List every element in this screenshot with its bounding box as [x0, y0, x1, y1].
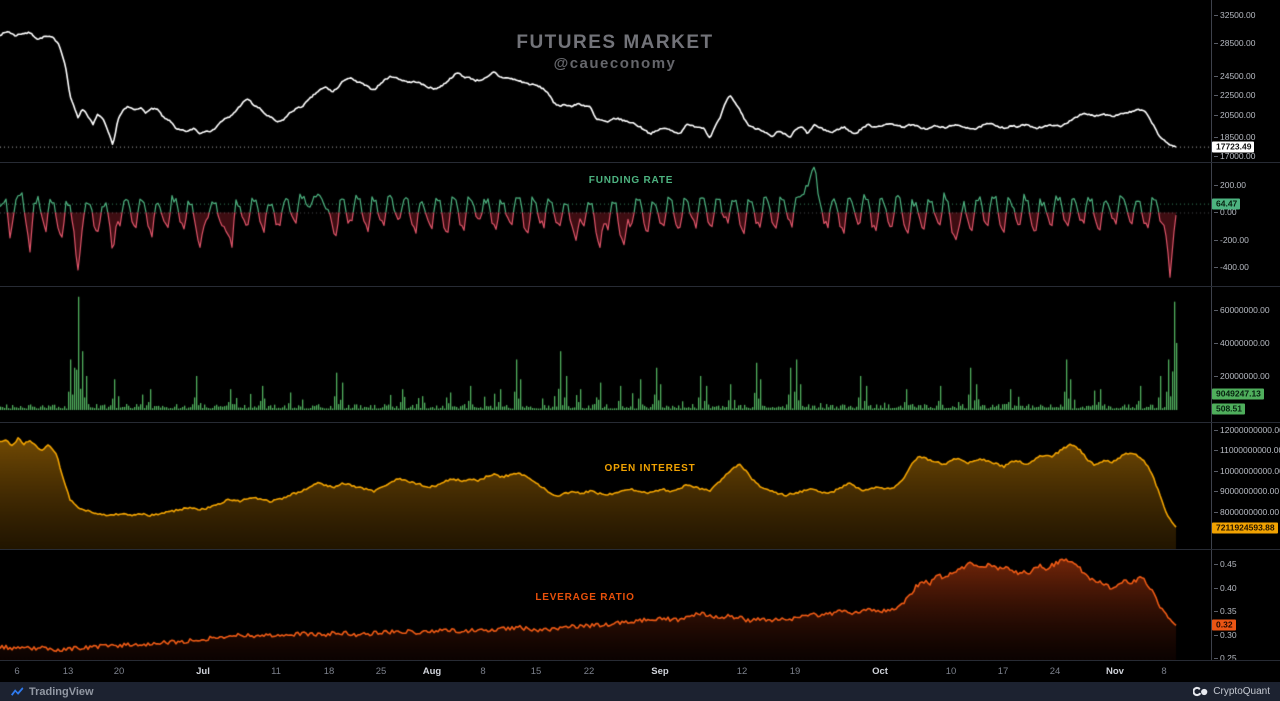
- price-last-value: 17723.49: [1212, 141, 1255, 153]
- time-label-day: 8: [480, 666, 486, 677]
- volume-chart-canvas[interactable]: [0, 287, 1211, 423]
- time-label-day: 24: [1049, 666, 1061, 677]
- price-tick: 17000.00: [1213, 150, 1256, 161]
- time-label-day: 15: [530, 666, 542, 677]
- time-label-day: 22: [583, 666, 595, 677]
- funding-pane[interactable]: FUNDING RATE: [0, 163, 1211, 287]
- leverage-last-value: 0.32: [1212, 619, 1236, 631]
- tradingview-label: TradingView: [29, 685, 94, 698]
- volume-tick: 60000000.00: [1214, 304, 1270, 315]
- leverage-axis[interactable]: 0.45 0.40 0.35 0.30 0.25 0.32: [1212, 550, 1280, 664]
- time-label-day: 8: [1161, 666, 1167, 677]
- time-label-day: 6: [14, 666, 20, 677]
- footer-bar: TradingView CryptoQuant: [0, 682, 1280, 701]
- panel-separator: [0, 422, 1280, 423]
- panel-separator: [0, 162, 1280, 163]
- leverage-tick: 0.25: [1214, 653, 1237, 664]
- leverage-tick: 0.45: [1214, 559, 1237, 569]
- cryptoquant-label: CryptoQuant: [1213, 686, 1270, 697]
- price-axis[interactable]: 32500.00 28500.00 24500.00 22500.00 20500.00…: [1212, 0, 1280, 163]
- volume-tick: 40000000.00: [1214, 337, 1270, 348]
- cryptoquant-brand[interactable]: CryptoQuant: [1193, 686, 1270, 698]
- volume-last-value: 508.51: [1212, 403, 1245, 415]
- funding-tick: -400.00: [1214, 262, 1249, 273]
- leverage-tick: 0.30: [1214, 629, 1237, 640]
- volume-axis[interactable]: 60000000.00 40000000.00 20000000.00 9049247…: [1212, 287, 1280, 423]
- time-label-month: Aug: [422, 666, 442, 677]
- time-label-day: 19: [789, 666, 801, 677]
- volume-tick: 20000000.00: [1214, 370, 1270, 381]
- price-tick: 20500.00: [1213, 109, 1256, 120]
- volume-last-value: 9049247.13: [1212, 388, 1264, 400]
- volume-pane[interactable]: [0, 287, 1211, 423]
- leverage-pane[interactable]: LEVERAGE RATIO: [0, 550, 1211, 660]
- funding-chart-canvas[interactable]: [0, 163, 1211, 287]
- time-label-month: Jul: [196, 666, 210, 677]
- price-tick: 22500.00: [1213, 89, 1256, 100]
- open_interest-tick: 8000000000.00: [1213, 506, 1280, 517]
- panel-separator: [0, 549, 1280, 550]
- open_interest-label: OPEN INTEREST: [604, 463, 696, 474]
- leverage-tick: 0.40: [1214, 582, 1237, 593]
- panel-separator: [0, 286, 1280, 287]
- time-label-month: Nov: [1106, 666, 1124, 677]
- leverage-tick: 0.35: [1214, 606, 1237, 617]
- time-label-day: 18: [323, 666, 335, 677]
- watermark-title: FUTURES MARKET @caueconomy: [516, 32, 713, 72]
- axis-border: [1211, 0, 1212, 682]
- price-tick: 28500.00: [1213, 38, 1256, 49]
- time-label-month: Oct: [872, 666, 888, 677]
- time-label-day: 10: [945, 666, 957, 677]
- tradingview-icon: [11, 687, 24, 696]
- funding-tick: 200.00: [1214, 179, 1246, 190]
- funding-last-value: 64.47: [1212, 198, 1241, 210]
- page-subtitle: @caueconomy: [553, 55, 677, 72]
- price-chart-canvas[interactable]: [0, 0, 1211, 163]
- open_interest-tick: 9000000000.00: [1213, 486, 1280, 497]
- funding-tick: 0.00: [1214, 207, 1237, 218]
- funding-label: FUNDING RATE: [588, 175, 674, 186]
- time-label-day: 12: [736, 666, 748, 677]
- open_interest-tick: 10000000000.00: [1214, 466, 1280, 476]
- price-pane[interactable]: [0, 0, 1211, 163]
- open_interest-last-value: 7211924593.88: [1212, 522, 1278, 534]
- open_interest-tick: 12000000000.00: [1214, 425, 1280, 435]
- time-label-month: Sep: [651, 666, 669, 677]
- leverage-chart-canvas[interactable]: [0, 550, 1211, 660]
- leverage-label: LEVERAGE RATIO: [535, 592, 635, 603]
- open_interest-pane[interactable]: OPEN INTEREST: [0, 423, 1211, 550]
- price-tick: 24500.00: [1213, 71, 1256, 82]
- page-title: FUTURES MARKET: [516, 32, 714, 53]
- price-tick: 18500.00: [1213, 132, 1256, 143]
- open_interest-tick: 11000000000.00: [1213, 445, 1280, 455]
- time-label-day: 11: [271, 666, 281, 677]
- open_interest-axis[interactable]: 12000000000.00 11000000000.00 10000000000.…: [1212, 423, 1280, 550]
- time-label-day: 17: [997, 666, 1009, 677]
- cryptoquant-icon: [1193, 686, 1208, 696]
- price-tick: 32500.00: [1213, 9, 1256, 20]
- funding-tick: -200.00: [1214, 234, 1249, 245]
- funding-axis[interactable]: 200.00 0.00 -200.00 -400.00 64.47: [1212, 163, 1280, 287]
- tradingview-brand[interactable]: TradingView: [10, 685, 94, 698]
- time-label-day: 13: [62, 666, 74, 677]
- time-label-day: 25: [375, 666, 387, 677]
- time-axis[interactable]: 6 13 20 Jul 11 18 25 Aug 8 15 22 Sep 12 19 Oct 10 17 24 No…: [0, 661, 1280, 682]
- time-axis-separator: [0, 660, 1280, 661]
- open_interest-chart-canvas[interactable]: [0, 423, 1211, 550]
- time-label-day: 20: [113, 666, 125, 677]
